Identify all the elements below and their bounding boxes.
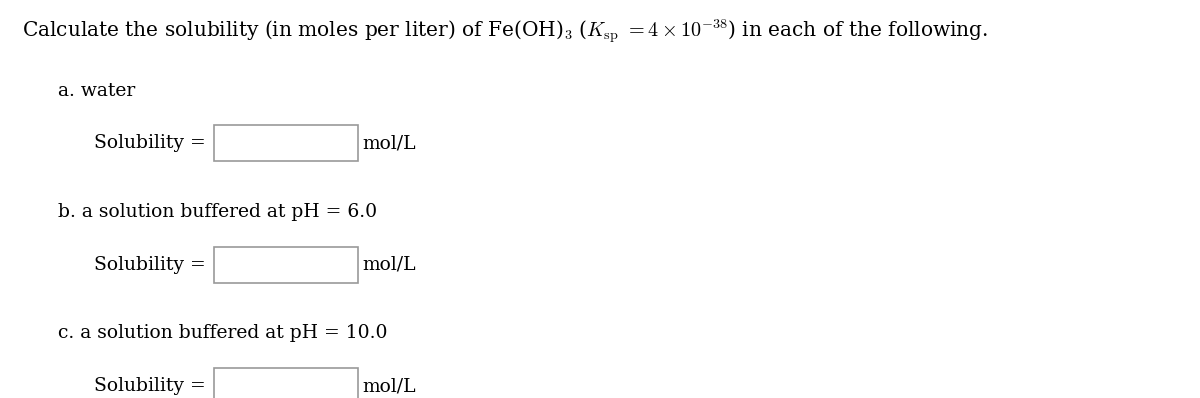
Text: Solubility =: Solubility = <box>94 377 205 395</box>
Text: Calculate the solubility (in moles per liter) of Fe(OH)$_3$ ($K_{\mathrm{sp}}$ $: Calculate the solubility (in moles per l… <box>22 18 988 46</box>
Text: mol/L: mol/L <box>362 377 416 395</box>
Text: b. a solution buffered at pH = 6.0: b. a solution buffered at pH = 6.0 <box>58 203 377 221</box>
Text: Solubility =: Solubility = <box>94 134 205 152</box>
Text: mol/L: mol/L <box>362 134 416 152</box>
Text: Solubility =: Solubility = <box>94 256 205 274</box>
Text: mol/L: mol/L <box>362 256 416 274</box>
Text: c. a solution buffered at pH = 10.0: c. a solution buffered at pH = 10.0 <box>58 324 388 342</box>
Text: a. water: a. water <box>58 82 134 100</box>
